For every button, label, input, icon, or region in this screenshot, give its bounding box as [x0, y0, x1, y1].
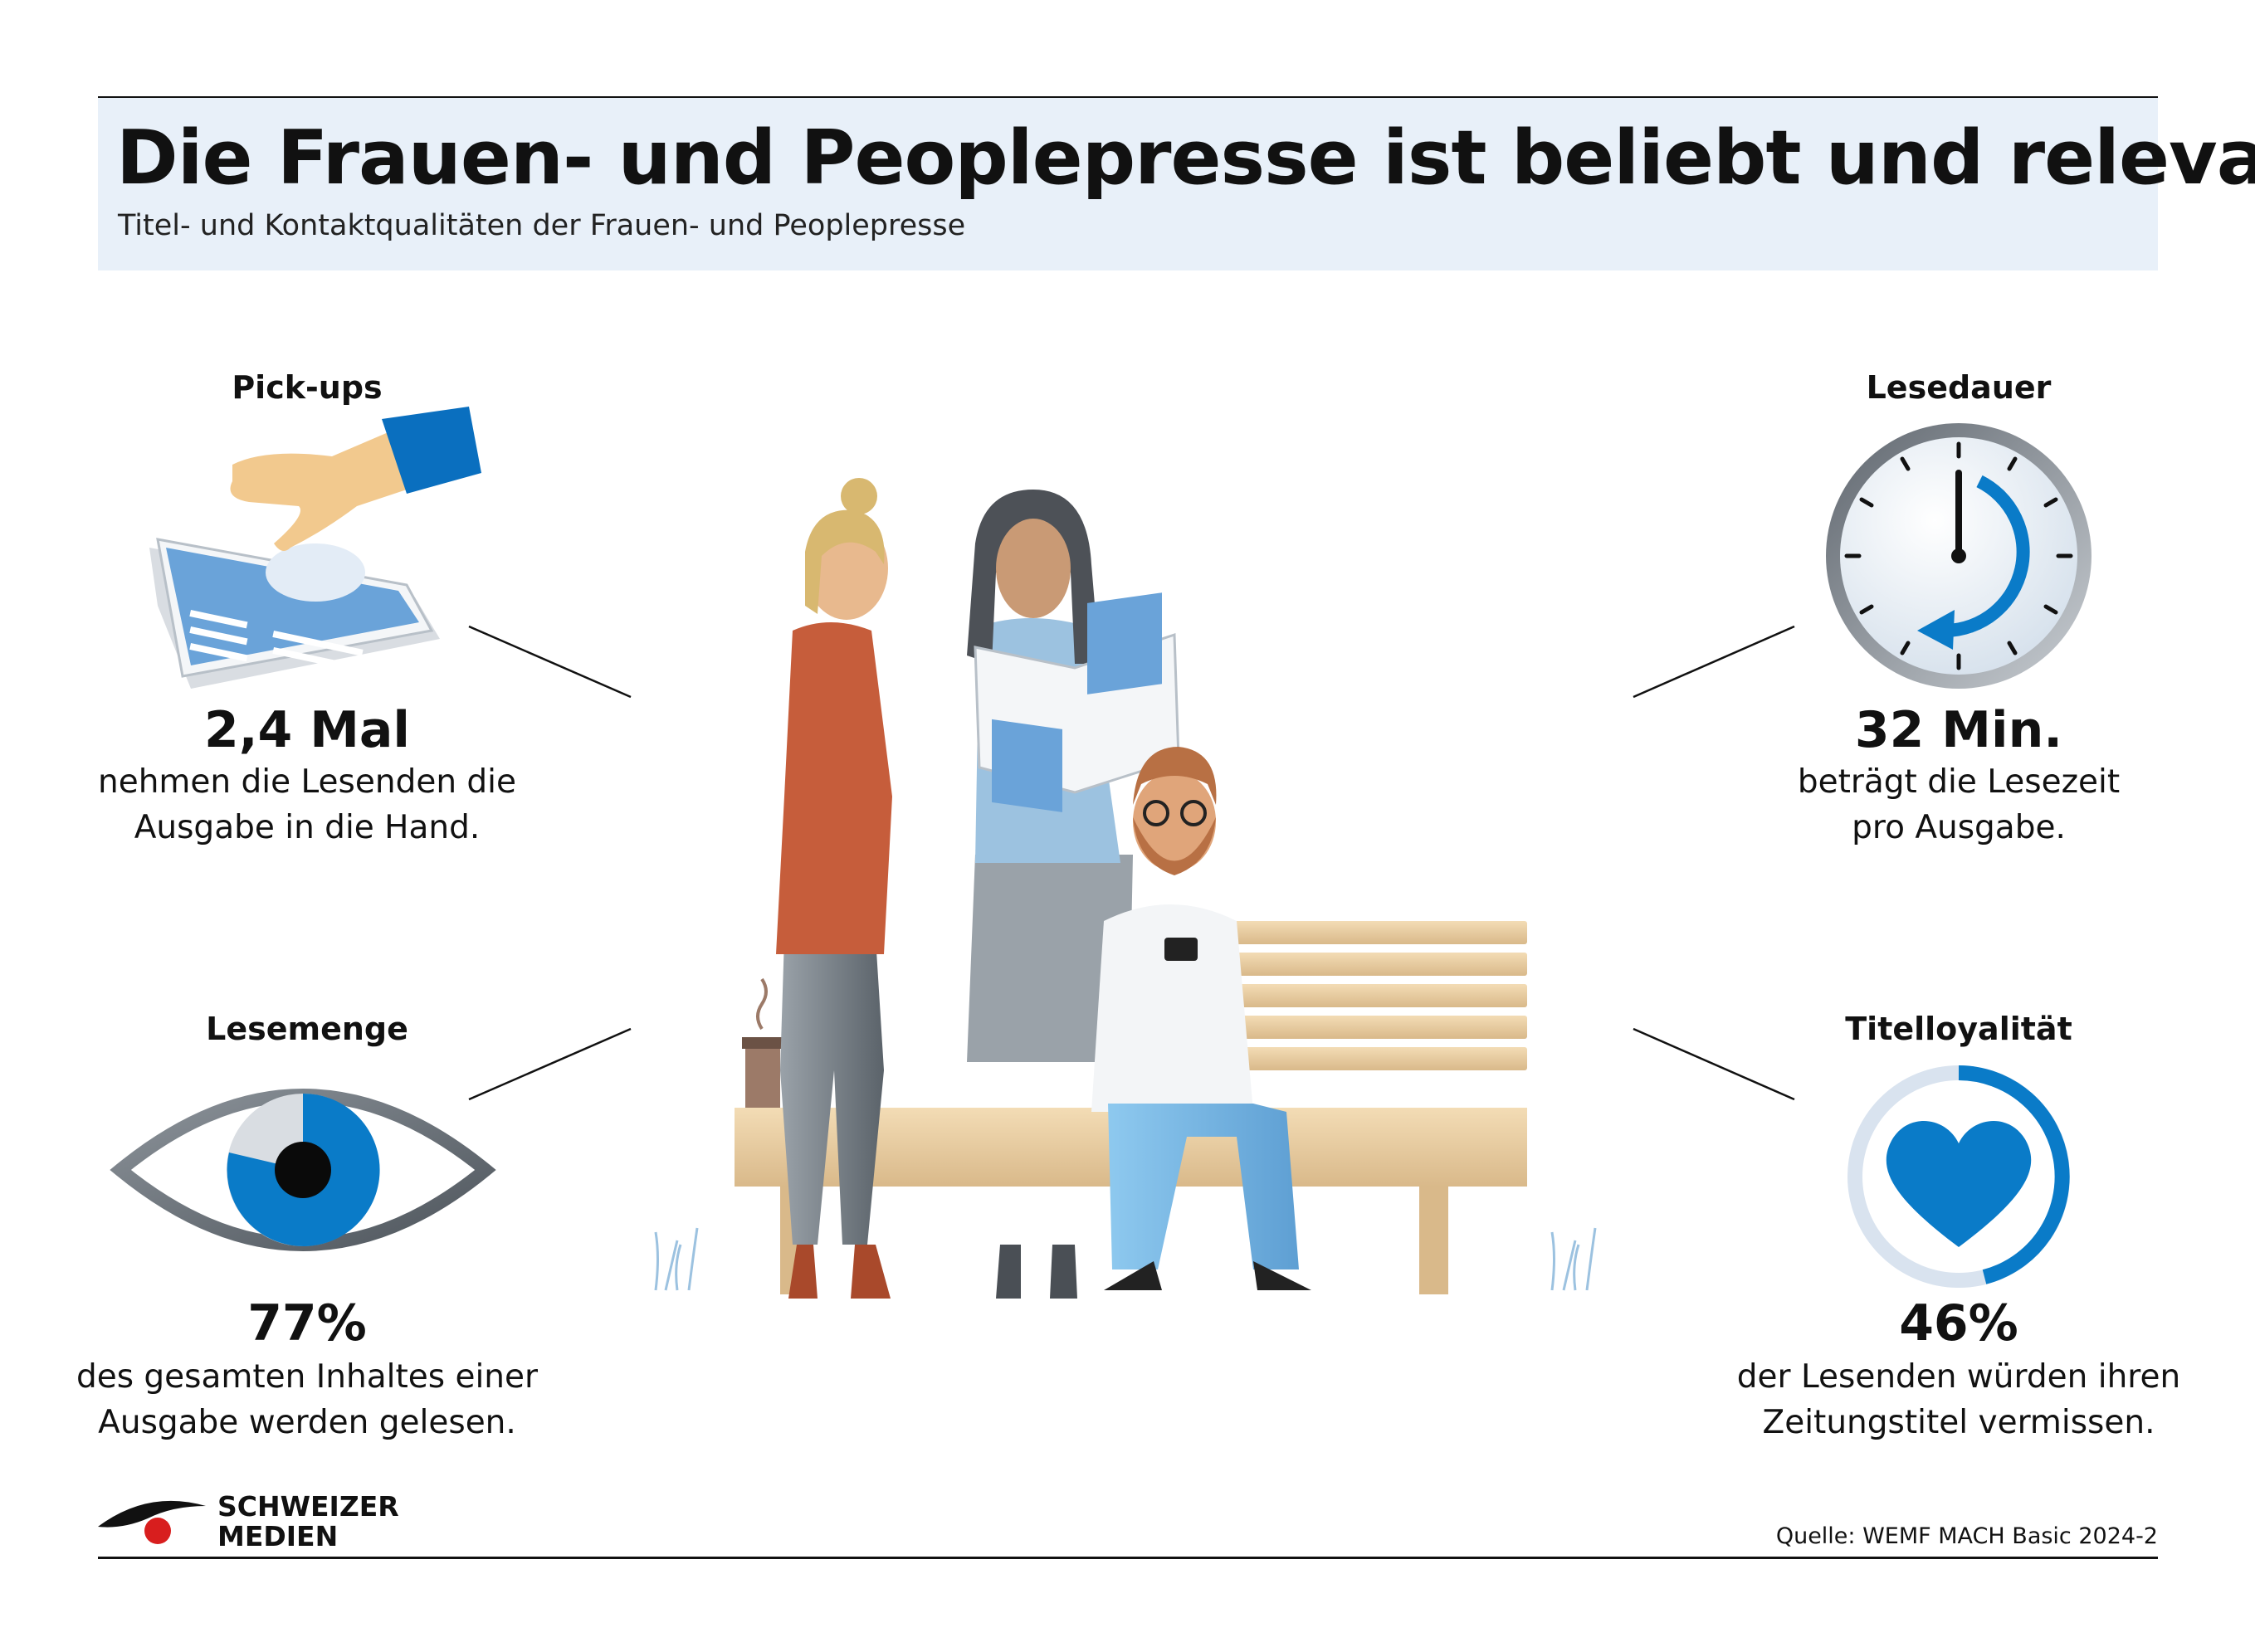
lesedauer-description-line1: beträgt die Lesezeit	[1797, 763, 2121, 801]
hand-picking-newspaper-icon	[149, 407, 481, 689]
pickups-label: Pick-ups	[232, 369, 383, 406]
lesedauer-value: 32 Min.	[1854, 701, 2063, 759]
lesemenge-description-line2: Ausgabe werden gelesen.	[98, 1404, 516, 1441]
bottom-rule	[98, 1557, 2158, 1559]
pickups-description-line1: nehmen die Lesenden die	[97, 763, 517, 801]
people-bench-illustration	[654, 478, 1597, 1299]
lesemenge-description-line1: des gesamten Inhaltes einer	[76, 1358, 539, 1396]
titelloyalitaet-description-line2: Zeitungstitel vermissen.	[1762, 1404, 2155, 1441]
lesemenge-label: Lesemenge	[206, 1011, 408, 1047]
lesedauer-description-line2: pro Ausgabe.	[1852, 809, 2066, 846]
titelloyalitaet-description-line1: der Lesenden würden ihren	[1736, 1358, 2181, 1396]
page-title: Die Frauen- und Peoplepresse ist beliebt…	[116, 115, 2255, 202]
titelloyalitaet-value: 46%	[1899, 1294, 2018, 1352]
heart-ring-icon	[1847, 1065, 2070, 1288]
schweizer-medien-logo-icon	[98, 1500, 206, 1544]
pickups-value: 2,4 Mal	[204, 701, 410, 759]
titelloyalitaet-label: Titelloyalität	[1845, 1011, 2072, 1047]
pickups-description-line2: Ausgabe in die Hand.	[134, 809, 481, 846]
logo-line1: SCHWEIZER	[217, 1490, 399, 1523]
page-subtitle: Titel- und Kontaktqualitäten der Frauen-…	[118, 209, 966, 242]
eye-icon	[110, 1089, 496, 1251]
schweizer-medien-logo-text: SCHWEIZER MEDIEN	[217, 1492, 399, 1552]
logo-line2: MEDIEN	[217, 1520, 339, 1552]
clock-icon	[1826, 423, 2091, 689]
header-band	[98, 98, 2158, 270]
lesemenge-value: 77%	[247, 1294, 367, 1352]
source-note: Quelle: WEMF MACH Basic 2024-2	[1775, 1523, 2158, 1549]
top-rule	[98, 96, 2158, 99]
lesedauer-label: Lesedauer	[1866, 369, 2052, 406]
